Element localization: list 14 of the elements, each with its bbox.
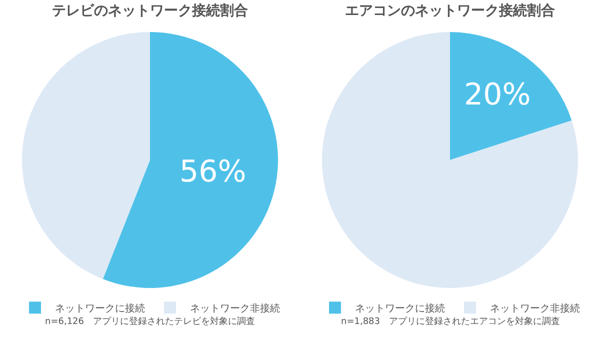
pie-slice	[22, 32, 150, 280]
data-label: 20%	[464, 77, 531, 112]
pie-slice	[102, 32, 278, 288]
chart-title: エアコンのネットワーク接続割合	[345, 2, 555, 19]
text: n=6,126 アプリに登録されたテレビを対象に調査	[45, 316, 256, 327]
data-label: 56%	[180, 154, 246, 190]
text: n=1,883 アプリに登録されたエアコンを対象に調査	[341, 316, 560, 327]
legend-label: ネットワーク非接続	[190, 302, 280, 315]
pie-slice	[450, 32, 572, 160]
chart-title: テレビのネットワーク接続割合	[52, 2, 248, 19]
legend-label: ネットワークに接続	[55, 302, 145, 315]
legend-label: ネットワーク非接続	[490, 302, 580, 315]
legend-label: ネットワークに接続	[355, 302, 445, 315]
pie-slice	[322, 32, 578, 288]
